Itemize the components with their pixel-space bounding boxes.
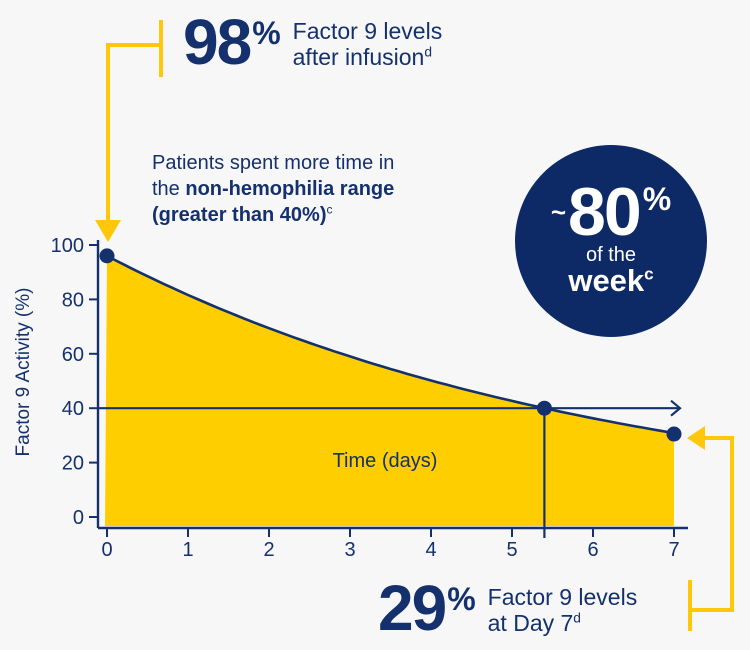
top-callout-value: 98 xyxy=(183,6,252,78)
bottom-callout-text: Factor 9 levels at Day 7d xyxy=(488,584,638,636)
y-tick-label: 80 xyxy=(62,289,84,311)
bottom-bracket-line xyxy=(691,436,734,612)
x-tick-label: 4 xyxy=(425,539,436,561)
footnote-marker-d: d xyxy=(573,610,581,626)
threshold-arrowhead xyxy=(670,399,682,417)
top-callout-percent-sign: % xyxy=(252,15,281,51)
area-fill xyxy=(105,255,674,526)
badge-percent-sign: % xyxy=(642,180,672,217)
note-line3: (greater than 40%)c xyxy=(152,202,333,226)
footnote-marker-c: c xyxy=(326,202,333,217)
bottom-callout-percent-sign: % xyxy=(447,581,476,617)
bottom-callout-line1: Factor 9 levels xyxy=(487,584,638,610)
x-tick-label: 0 xyxy=(101,539,112,561)
approx-tilde: ~ xyxy=(550,196,567,227)
badge-value: 80 xyxy=(568,173,642,250)
x-tick-label: 5 xyxy=(506,539,517,561)
data-point-marker xyxy=(666,426,682,442)
y-tick-label: 60 xyxy=(62,344,84,366)
y-tick-label: 0 xyxy=(73,507,84,529)
bottom-callout: 29 % Factor 9 levels at Day 7d xyxy=(378,572,638,644)
note-text: Patients spent more time in the non-hemo… xyxy=(152,150,394,228)
y-tick-label: 100 xyxy=(51,235,84,257)
badge-line2: of the xyxy=(585,243,637,266)
top-bracket-line xyxy=(106,43,161,222)
left-arrowhead-icon xyxy=(687,426,705,450)
footnote-marker-d: d xyxy=(424,44,433,60)
x-axis-title: Time (days) xyxy=(332,450,438,472)
top-callout-text: Factor 9 levels after infusiond xyxy=(293,18,443,70)
data-point-marker xyxy=(99,248,115,264)
badge-line3: weekc xyxy=(568,262,654,298)
activity-curve xyxy=(106,254,675,435)
x-tick-label: 7 xyxy=(668,539,679,561)
top-callout-line1: Factor 9 levels xyxy=(292,18,443,44)
top-callout-line2: after infusiond xyxy=(292,44,433,70)
bottom-callout-value: 29 xyxy=(378,572,447,644)
badge-value-row: ~ 80 % xyxy=(550,173,672,250)
x-tick-label: 2 xyxy=(263,539,274,561)
down-arrowhead-icon xyxy=(95,220,121,242)
footnote-marker-c: c xyxy=(644,264,654,284)
top-callout: 98 % Factor 9 levels after infusiond xyxy=(183,6,443,78)
y-tick-label: 20 xyxy=(62,453,84,475)
note-line2: the non-hemophilia range xyxy=(152,178,395,200)
x-tick-label: 3 xyxy=(344,539,355,561)
y-axis-title: Factor 9 Activity (%) xyxy=(13,287,34,457)
y-tick-label: 40 xyxy=(62,398,84,420)
note-line1: Patients spent more time in xyxy=(152,152,395,174)
x-tick-label: 1 xyxy=(182,539,193,561)
x-tick-label: 6 xyxy=(587,539,598,561)
bottom-callout-line2: at Day 7d xyxy=(487,610,581,636)
week-percentage-badge: ~ 80 % of the weekc xyxy=(515,145,707,337)
data-point-marker xyxy=(536,400,552,416)
